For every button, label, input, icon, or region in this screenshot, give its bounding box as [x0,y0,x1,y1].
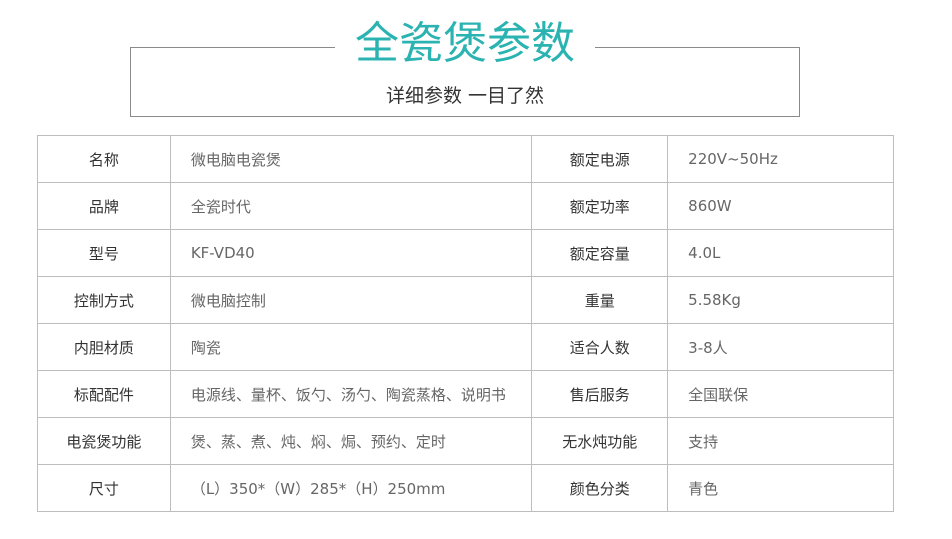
spec-label: 电瓷煲功能 [37,417,171,465]
spec-label: 售后服务 [531,370,669,418]
spec-value: 支持 [667,417,894,465]
spec-row: 品牌 全瓷时代 额定功率 860W [37,182,894,230]
spec-label: 型号 [37,229,171,277]
spec-row: 电瓷煲功能 煲、蒸、煮、炖、焖、焗、预约、定时 无水炖功能 支持 [37,417,894,465]
spec-value: 220V~50Hz [667,135,894,183]
spec-label: 额定容量 [531,229,669,277]
spec-row: 内胆材质 陶瓷 适合人数 3-8人 [37,323,894,371]
spec-value: 微电脑电瓷煲 [169,135,533,183]
spec-label: 颜色分类 [531,464,669,512]
spec-value: 陶瓷 [169,323,533,371]
spec-value: （L）350*（W）285*（H）250mm [169,464,533,512]
spec-value: 电源线、量杯、饭勺、汤勺、陶瓷蒸格、说明书 [169,370,533,418]
spec-label: 尺寸 [37,464,171,512]
title-rule [595,47,800,48]
spec-value: 微电脑控制 [169,276,533,324]
title-rule [130,47,335,48]
subtitle: 详细参数 一目了然 [385,85,545,107]
spec-label: 额定电源 [531,135,669,183]
spec-value: 5.58Kg [667,276,894,324]
spec-label: 标配配件 [37,370,171,418]
spec-row: 型号 KF-VD40 额定容量 4.0L [37,229,894,277]
spec-value: 煲、蒸、煮、炖、焖、焗、预约、定时 [169,417,533,465]
spec-value: 全瓷时代 [169,182,533,230]
spec-row: 标配配件 电源线、量杯、饭勺、汤勺、陶瓷蒸格、说明书 售后服务 全国联保 [37,370,894,418]
spec-value: 青色 [667,464,894,512]
spec-value: 全国联保 [667,370,894,418]
spec-row: 名称 微电脑电瓷煲 额定电源 220V~50Hz [37,135,894,183]
spec-label: 内胆材质 [37,323,171,371]
spec-value: KF-VD40 [169,229,533,277]
spec-label: 控制方式 [37,276,171,324]
spec-row: 尺寸 （L）350*（W）285*（H）250mm 颜色分类 青色 [37,464,894,512]
spec-label: 重量 [531,276,669,324]
spec-label: 无水炖功能 [531,417,669,465]
spec-value: 860W [667,182,894,230]
subtitle-box [130,47,800,117]
spec-label: 品牌 [37,182,171,230]
spec-label: 适合人数 [531,323,669,371]
spec-label: 名称 [37,135,171,183]
spec-row: 控制方式 微电脑控制 重量 5.58Kg [37,276,894,324]
spec-value: 4.0L [667,229,894,277]
spec-table: 名称 微电脑电瓷煲 额定电源 220V~50Hz 品牌 全瓷时代 额定功率 860W 型号 KF-… [37,135,894,512]
spec-label: 额定功率 [531,182,669,230]
spec-value: 3-8人 [667,323,894,371]
title: 全瓷煲参数 [355,18,575,69]
